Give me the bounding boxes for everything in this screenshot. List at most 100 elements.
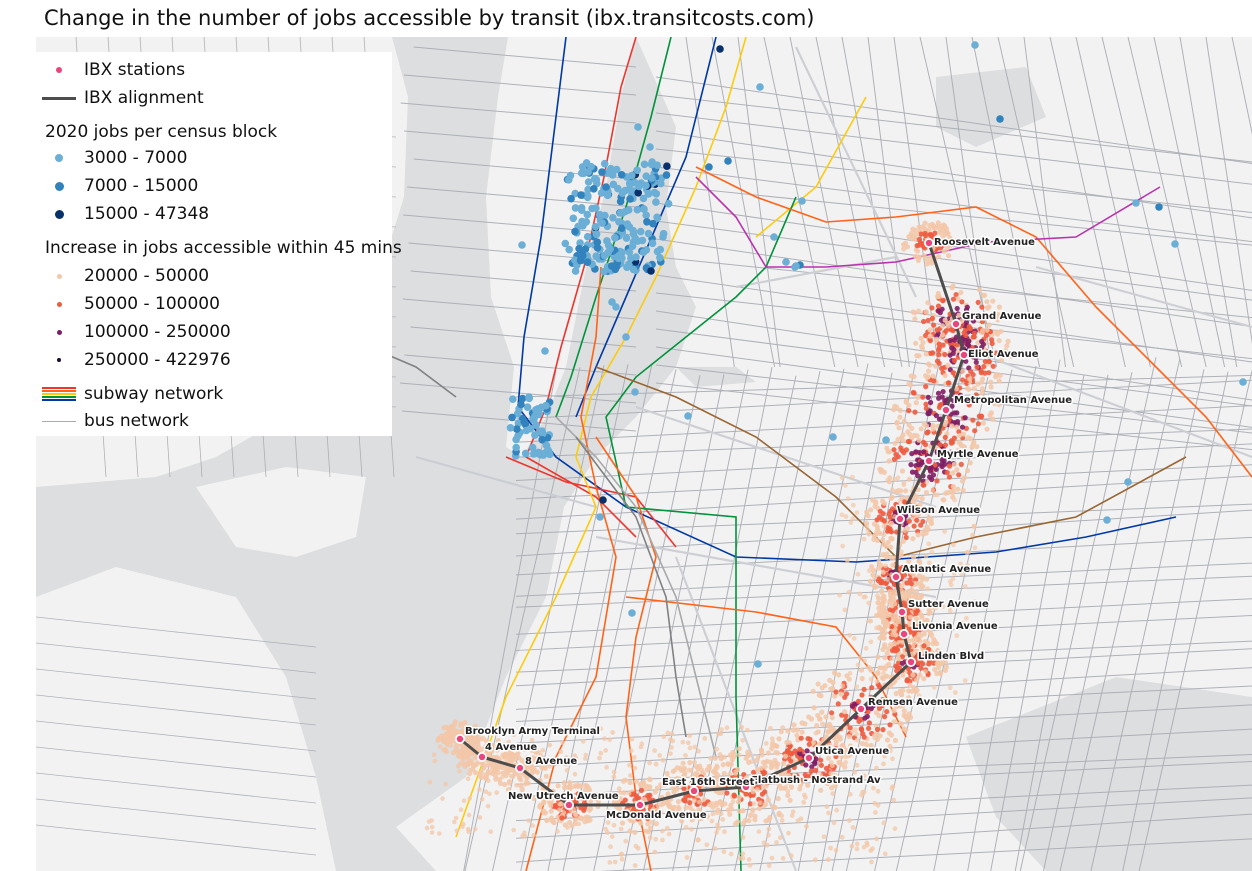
access-dot xyxy=(727,771,732,777)
access-dot xyxy=(927,338,934,344)
station-marker[interactable] xyxy=(925,457,933,465)
station-marker[interactable] xyxy=(900,630,908,638)
station-marker[interactable] xyxy=(857,705,865,713)
access-dot xyxy=(544,818,549,824)
station-marker[interactable] xyxy=(690,787,698,795)
jobs-dot xyxy=(622,234,631,242)
access-dot xyxy=(874,765,879,771)
access-dot xyxy=(959,299,965,305)
station-marker[interactable] xyxy=(925,239,933,247)
access-dot xyxy=(766,863,772,868)
station-marker[interactable] xyxy=(636,801,644,809)
access-dot xyxy=(870,846,875,852)
access-dot xyxy=(788,750,795,757)
access-dot xyxy=(962,448,968,454)
jobs-dot xyxy=(705,163,713,171)
access-dot xyxy=(688,767,694,773)
access-dot xyxy=(883,663,889,669)
access-dot xyxy=(957,449,963,455)
jobs-dot xyxy=(635,182,643,191)
access-dot xyxy=(630,818,637,824)
access-dot xyxy=(837,592,842,598)
access-dot xyxy=(836,751,841,757)
access-dot xyxy=(888,555,895,561)
access-dot xyxy=(588,798,594,804)
access-dot xyxy=(806,741,812,747)
station-marker[interactable] xyxy=(896,515,904,523)
station-marker[interactable] xyxy=(516,764,524,772)
access-dot xyxy=(893,690,899,697)
access-dot xyxy=(645,816,651,822)
access-dot xyxy=(542,765,548,771)
access-dot xyxy=(553,802,559,809)
access-dot xyxy=(728,806,734,812)
access-dot xyxy=(910,644,916,650)
job-census-dots xyxy=(506,41,1247,668)
station-marker[interactable] xyxy=(478,753,486,761)
station-marker[interactable] xyxy=(960,351,968,359)
access-dot xyxy=(791,722,797,728)
jobs-dot xyxy=(538,427,546,436)
access-dot xyxy=(803,795,808,800)
station-marker[interactable] xyxy=(952,320,960,328)
access-dot xyxy=(875,788,881,794)
station-label: Utica Avenue xyxy=(815,746,889,757)
station-marker[interactable] xyxy=(898,608,906,616)
jobs-dot xyxy=(571,189,579,198)
station-marker[interactable] xyxy=(742,783,750,791)
station-marker[interactable] xyxy=(805,754,813,762)
access-dot xyxy=(893,489,900,495)
station-marker[interactable] xyxy=(892,573,900,581)
access-dot xyxy=(797,786,803,792)
access-dot xyxy=(472,740,478,746)
access-dot xyxy=(429,824,435,830)
jobs-dot xyxy=(566,171,575,180)
access-dot xyxy=(960,487,966,493)
station-marker[interactable] xyxy=(456,735,464,743)
access-dot xyxy=(906,408,912,414)
access-dot xyxy=(923,351,929,357)
access-dot xyxy=(875,701,882,707)
access-dot xyxy=(849,729,855,735)
access-dot xyxy=(737,779,743,786)
access-dot xyxy=(969,444,975,450)
access-dot xyxy=(963,425,970,431)
access-dot xyxy=(557,802,562,807)
jobs-dot xyxy=(618,224,626,232)
access-dot xyxy=(928,399,934,406)
access-dot xyxy=(962,415,968,421)
station-marker[interactable] xyxy=(942,406,950,414)
access-dot xyxy=(974,364,980,370)
station-marker[interactable] xyxy=(565,801,573,809)
access-dot xyxy=(850,474,855,480)
station-marker[interactable] xyxy=(907,658,915,666)
access-dot xyxy=(923,489,930,496)
access-dot xyxy=(728,761,734,768)
access-dot xyxy=(731,754,736,760)
access-dot xyxy=(668,751,673,756)
access-dot xyxy=(528,763,534,769)
access-dot xyxy=(647,784,653,790)
access-dot xyxy=(876,705,883,712)
jobs-dot xyxy=(569,214,578,223)
access-dot xyxy=(457,769,462,774)
